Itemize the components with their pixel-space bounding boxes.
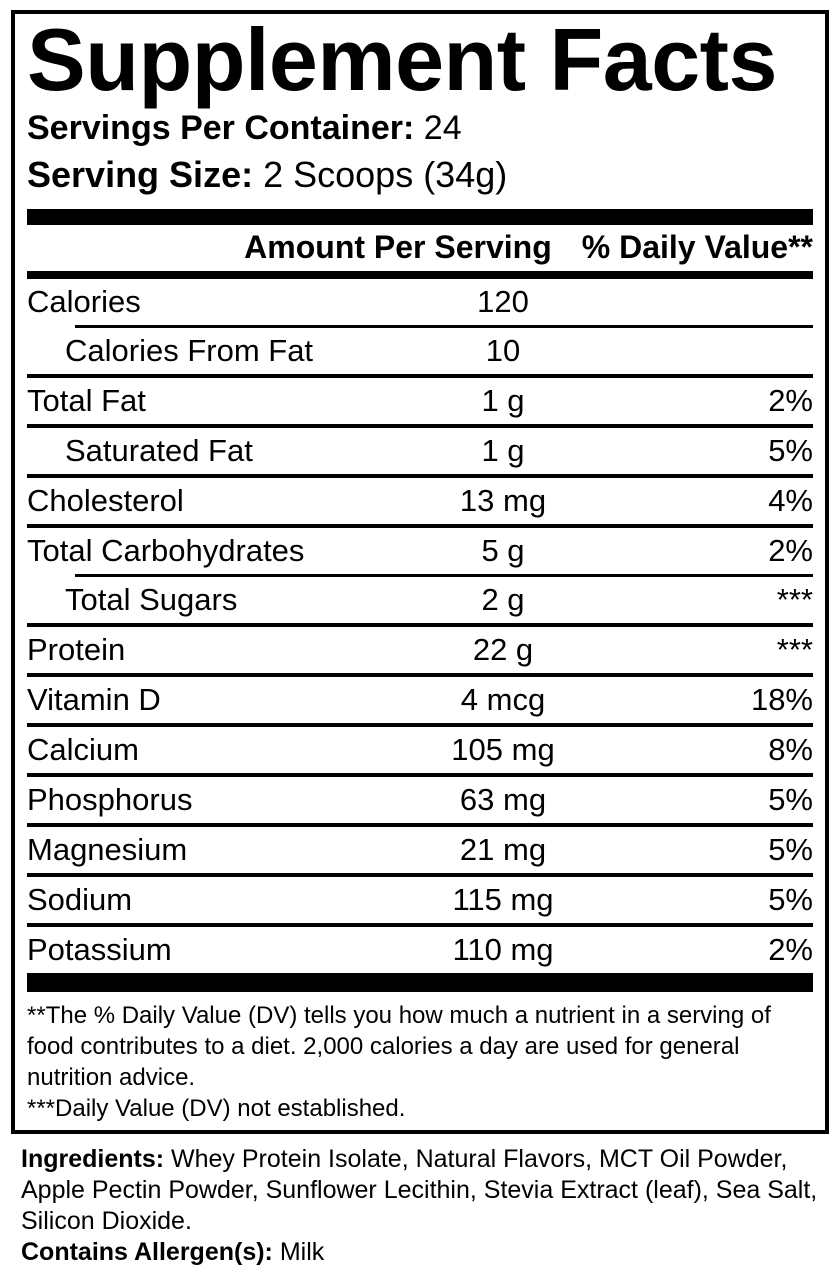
nutrient-label: Sodium (27, 881, 133, 917)
nutrient-label: Potassium (27, 931, 172, 967)
table-row: Potassium 110 mg 2% (27, 927, 813, 973)
header-separator (27, 270, 813, 279)
nutrient-daily-value: 5% (768, 831, 813, 867)
nutrient-amount: 120 (477, 283, 529, 319)
ingredients-list: Whey Protein Isolate, Natural Flavors, M… (21, 1144, 818, 1235)
nutrient-daily-value: 2% (768, 532, 813, 568)
row-separator (27, 872, 813, 877)
table-row: Total Fat 1 g 2% (27, 378, 813, 424)
table-row: Vitamin D 4 mcg 18% (27, 677, 813, 723)
table-row: Cholesterol 13 mg 4% (27, 478, 813, 524)
nutrient-daily-value: 18% (750, 681, 813, 717)
table-row: Sodium 115 mg 5% (27, 877, 813, 923)
nutrient-label: Total Fat (27, 382, 146, 418)
nutrient-amount: 10 (485, 332, 521, 368)
nutrient-daily-value: *** (776, 581, 813, 617)
row-separator (75, 324, 813, 328)
nutrient-amount: 1 g (481, 432, 525, 468)
nutrient-daily-value: 4% (768, 482, 813, 518)
daily-value-note: **The % Daily Value (DV) tells you how m… (27, 1001, 771, 1091)
nutrient-label: Total Sugars (65, 581, 238, 617)
nutrient-daily-value: *** (776, 631, 813, 667)
servings-per-container: Servings Per Container: 24 (27, 106, 813, 150)
nutrient-label: Magnesium (27, 831, 188, 867)
row-separator (27, 622, 813, 627)
row-separator (27, 423, 813, 428)
nutrient-daily-value: 8% (768, 731, 813, 767)
nutrient-amount: 63 mg (459, 781, 547, 817)
nutrient-amount: 13 mg (459, 482, 547, 518)
table-row: Calcium 105 mg 8% (27, 727, 813, 773)
nutrient-amount: 21 mg (459, 831, 547, 867)
table-row: Total Carbohydrates 5 g 2% (27, 528, 813, 574)
table-row: Phosphorus 63 mg 5% (27, 777, 813, 823)
nutrient-amount: 5 g (481, 532, 525, 568)
column-header-amount: Amount Per Serving (244, 229, 552, 266)
ingredients-section: Ingredients: Whey Protein Isolate, Natur… (21, 1144, 831, 1268)
nutrient-label: Calcium (27, 731, 139, 767)
nutrient-label: Protein (27, 631, 126, 667)
nutrient-label: Total Carbohydrates (27, 532, 305, 568)
servings-per-container-value: 24 (423, 109, 462, 147)
nutrient-daily-value: 2% (768, 382, 813, 418)
nutrient-label: Phosphorus (27, 781, 193, 817)
footer-bar (27, 972, 813, 992)
nutrient-daily-value: 2% (768, 931, 813, 967)
table-row: Saturated Fat 1 g 5% (27, 428, 813, 474)
allergen-value: Milk (279, 1237, 325, 1266)
not-established-note: ***Daily Value (DV) not established. (27, 1094, 406, 1122)
allergen-label: Contains Allergen(s): (21, 1237, 273, 1266)
ingredients-label: Ingredients: (21, 1144, 165, 1173)
nutrient-amount: 1 g (481, 382, 525, 418)
table-row: Magnesium 21 mg 5% (27, 827, 813, 873)
nutrient-label: Saturated Fat (65, 432, 253, 468)
nutrient-amount: 22 g (472, 631, 534, 667)
row-separator (27, 922, 813, 927)
nutrient-label: Cholesterol (27, 482, 184, 518)
nutrient-label: Vitamin D (27, 681, 161, 717)
footnotes: **The % Daily Value (DV) tells you how m… (27, 1000, 813, 1124)
serving-size-label: Serving Size: (27, 154, 254, 196)
row-separator (27, 772, 813, 777)
nutrient-daily-value: 5% (768, 781, 813, 817)
row-separator (27, 373, 813, 378)
row-separator (27, 523, 813, 528)
allergen-line: Contains Allergen(s): Milk (21, 1237, 831, 1268)
ingredients-line: Ingredients: Whey Protein Isolate, Natur… (21, 1144, 831, 1237)
table-row: Protein 22 g *** (27, 627, 813, 673)
row-separator (27, 473, 813, 478)
nutrient-daily-value: 5% (768, 432, 813, 468)
serving-size: Serving Size: 2 Scoops (34g) (27, 152, 813, 199)
column-header-daily-value: % Daily Value** (581, 229, 813, 266)
nutrient-label: Calories (27, 283, 141, 319)
table-row: Total Sugars 2 g *** (27, 577, 813, 623)
serving-size-value: 2 Scoops (34g) (263, 154, 508, 196)
nutrient-daily-value: 5% (768, 881, 813, 917)
nutrition-table: Calories 120 Calories From Fat 10 Total … (27, 279, 813, 973)
table-row: Calories From Fat 10 (27, 328, 813, 374)
nutrient-amount: 105 mg (451, 731, 555, 767)
nutrient-label: Calories From Fat (65, 332, 314, 368)
nutrient-amount: 4 mcg (460, 681, 546, 717)
table-header-row: Amount Per Serving % Daily Value** (27, 225, 813, 271)
panel-title: Supplement Facts (27, 10, 777, 109)
row-separator (27, 722, 813, 727)
nutrient-amount: 110 mg (452, 931, 554, 967)
header-bar (27, 208, 813, 225)
row-separator (27, 672, 813, 677)
supplement-facts-panel: Supplement Facts Servings Per Container:… (11, 10, 829, 1134)
row-separator (27, 822, 813, 827)
row-separator (75, 573, 813, 577)
table-row: Calories 120 (27, 279, 813, 325)
servings-per-container-label: Servings Per Container: (27, 109, 415, 147)
nutrient-amount: 115 mg (452, 881, 554, 917)
nutrient-amount: 2 g (481, 581, 525, 617)
